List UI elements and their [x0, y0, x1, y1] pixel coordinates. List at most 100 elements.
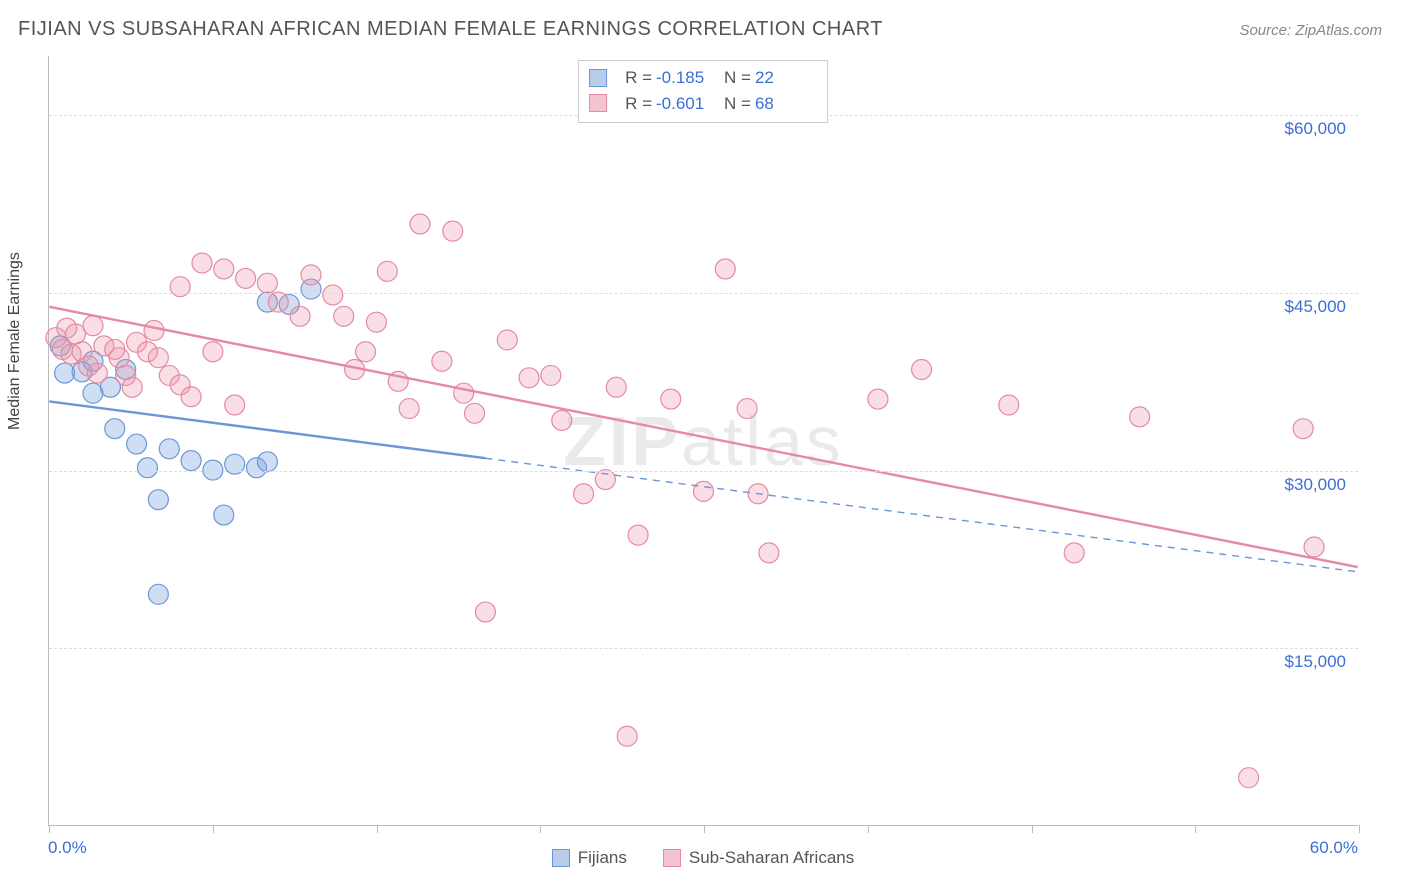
- series-legend-item-subsaharan: Sub-Saharan Africans: [663, 848, 854, 868]
- legend-r-label: R =: [625, 65, 652, 91]
- data-point-subsaharan: [377, 261, 397, 281]
- series-legend-item-fijians: Fijians: [552, 848, 627, 868]
- data-point-fijians: [257, 452, 277, 472]
- data-point-fijians: [105, 419, 125, 439]
- y-tick-label: $15,000: [1285, 652, 1346, 672]
- legend-r-value: -0.185: [656, 65, 714, 91]
- data-point-subsaharan: [366, 312, 386, 332]
- chart-title: FIJIAN VS SUBSAHARAN AFRICAN MEDIAN FEMA…: [18, 18, 883, 41]
- data-point-subsaharan: [694, 481, 714, 501]
- legend-swatch: [552, 849, 570, 867]
- data-point-subsaharan: [1064, 543, 1084, 563]
- data-point-subsaharan: [912, 360, 932, 380]
- legend-swatch: [589, 94, 607, 112]
- legend-n-label: N =: [724, 65, 751, 91]
- data-point-subsaharan: [617, 726, 637, 746]
- data-point-subsaharan: [148, 348, 168, 368]
- legend-swatch: [589, 69, 607, 87]
- data-point-subsaharan: [541, 365, 561, 385]
- series-legend-label: Sub-Saharan Africans: [689, 848, 854, 868]
- x-min-label: 0.0%: [48, 838, 87, 858]
- data-point-subsaharan: [443, 221, 463, 241]
- legend-r-value: -0.601: [656, 91, 714, 117]
- y-tick-label: $60,000: [1285, 119, 1346, 139]
- x-tick: [540, 825, 541, 833]
- data-point-subsaharan: [257, 273, 277, 293]
- data-point-subsaharan: [432, 351, 452, 371]
- x-max-label: 60.0%: [1310, 838, 1358, 858]
- x-tick: [1359, 825, 1360, 833]
- gridline: [49, 471, 1358, 472]
- chart-source: Source: ZipAtlas.com: [1239, 22, 1382, 39]
- data-point-subsaharan: [399, 399, 419, 419]
- data-point-subsaharan: [144, 320, 164, 340]
- data-point-fijians: [137, 458, 157, 478]
- series-legend: Fijians Sub-Saharan Africans: [0, 848, 1406, 872]
- data-point-subsaharan: [868, 389, 888, 409]
- data-point-subsaharan: [323, 285, 343, 305]
- x-tick: [704, 825, 705, 833]
- x-tick: [1032, 825, 1033, 833]
- data-point-subsaharan: [203, 342, 223, 362]
- data-point-subsaharan: [552, 410, 572, 430]
- correlation-legend: R =-0.185 N =22 R =-0.601 N =68: [578, 60, 828, 123]
- data-point-subsaharan: [109, 348, 129, 368]
- data-point-subsaharan: [1293, 419, 1313, 439]
- legend-swatch: [663, 849, 681, 867]
- data-point-subsaharan: [465, 403, 485, 423]
- data-point-subsaharan: [475, 602, 495, 622]
- data-point-fijians: [127, 434, 147, 454]
- gridline: [49, 648, 1358, 649]
- data-point-subsaharan: [122, 377, 142, 397]
- data-point-subsaharan: [595, 470, 615, 490]
- legend-row-fijians: R =-0.185 N =22: [589, 65, 813, 91]
- data-point-subsaharan: [236, 268, 256, 288]
- data-point-subsaharan: [214, 259, 234, 279]
- x-tick: [377, 825, 378, 833]
- x-tick: [1195, 825, 1196, 833]
- trend-line-subsaharan: [49, 307, 1357, 567]
- data-point-subsaharan: [268, 292, 288, 312]
- data-point-subsaharan: [715, 259, 735, 279]
- data-point-subsaharan: [454, 383, 474, 403]
- gridline: [49, 293, 1358, 294]
- legend-r-label: R =: [625, 91, 652, 117]
- x-tick: [213, 825, 214, 833]
- data-point-subsaharan: [87, 363, 107, 383]
- data-point-subsaharan: [1304, 537, 1324, 557]
- chart-container: FIJIAN VS SUBSAHARAN AFRICAN MEDIAN FEMA…: [0, 0, 1406, 892]
- data-point-subsaharan: [661, 389, 681, 409]
- data-point-subsaharan: [606, 377, 626, 397]
- data-point-subsaharan: [301, 265, 321, 285]
- data-point-subsaharan: [192, 253, 212, 273]
- plot-area: ZIPatlas $60,000$45,000$30,000$15,000: [48, 56, 1358, 826]
- y-tick-label: $30,000: [1285, 475, 1346, 495]
- data-point-fijians: [148, 584, 168, 604]
- data-point-subsaharan: [410, 214, 430, 234]
- data-point-subsaharan: [83, 316, 103, 336]
- data-point-subsaharan: [519, 368, 539, 388]
- legend-n-label: N =: [724, 91, 751, 117]
- legend-n-value: 22: [755, 65, 813, 91]
- y-axis-label: Median Female Earnings: [6, 252, 24, 430]
- x-tick: [49, 825, 50, 833]
- data-point-fijians: [214, 505, 234, 525]
- data-point-fijians: [159, 439, 179, 459]
- data-point-subsaharan: [1130, 407, 1150, 427]
- data-point-fijians: [148, 490, 168, 510]
- series-legend-label: Fijians: [578, 848, 627, 868]
- legend-n-value: 68: [755, 91, 813, 117]
- data-point-subsaharan: [737, 399, 757, 419]
- data-point-subsaharan: [497, 330, 517, 350]
- data-point-fijians: [181, 451, 201, 471]
- data-point-subsaharan: [334, 306, 354, 326]
- legend-row-subsaharan: R =-0.601 N =68: [589, 91, 813, 117]
- x-tick: [868, 825, 869, 833]
- data-point-subsaharan: [628, 525, 648, 545]
- data-point-subsaharan: [999, 395, 1019, 415]
- y-tick-label: $45,000: [1285, 297, 1346, 317]
- data-point-subsaharan: [1239, 768, 1259, 788]
- trend-line-extrapolated-fijians: [485, 458, 1357, 572]
- data-point-subsaharan: [225, 395, 245, 415]
- scatter-svg: [49, 56, 1358, 825]
